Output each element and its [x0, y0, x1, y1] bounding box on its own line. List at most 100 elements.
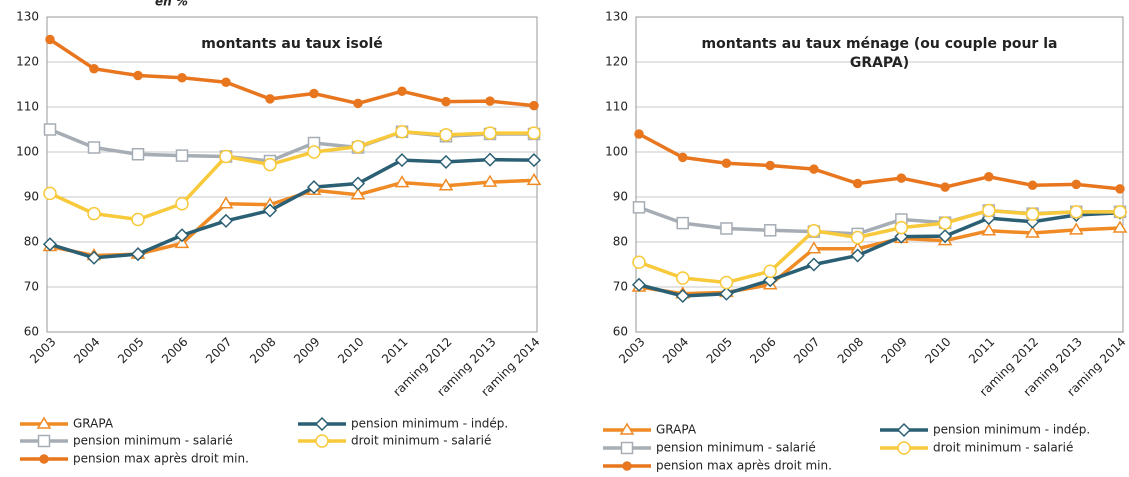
marker [37, 434, 51, 448]
marker [394, 153, 410, 168]
y-tick-label: 80 [24, 235, 39, 249]
marker [350, 187, 366, 200]
y-tick-label: 130 [16, 10, 39, 24]
marker [806, 241, 822, 254]
x-tick-label: 2009 [878, 335, 909, 366]
marker [1025, 207, 1040, 221]
marker [314, 416, 330, 432]
marker [262, 203, 278, 218]
marker [1069, 205, 1084, 219]
marker [632, 201, 646, 214]
marker [218, 196, 234, 209]
marker [441, 96, 451, 107]
x-tick-label: 2009 [291, 335, 322, 366]
marker [677, 152, 688, 163]
y-tick-label: 90 [613, 190, 628, 204]
x-tick-label: 2010 [922, 335, 953, 366]
x-tick-label: 2011 [966, 335, 997, 366]
y-tick-label: 110 [16, 100, 39, 114]
marker [809, 164, 819, 174]
marker [984, 172, 994, 182]
series-line [49, 129, 534, 222]
marker [306, 180, 322, 195]
marker [485, 96, 495, 106]
series-line [638, 132, 1121, 191]
x-tick-label: 2004 [71, 335, 102, 366]
plot-border [46, 16, 538, 333]
marker [631, 277, 647, 292]
marker [218, 213, 234, 228]
marker [940, 182, 950, 192]
marker [45, 34, 55, 45]
marker [39, 454, 49, 464]
legend-label: pension max après droit min. [73, 452, 249, 466]
marker [850, 248, 865, 263]
marker [807, 224, 821, 238]
marker [482, 152, 498, 167]
marker [675, 271, 690, 285]
marker [219, 149, 233, 164]
marker [175, 197, 189, 211]
marker [131, 212, 145, 227]
y-tick-label: 100 [605, 145, 628, 159]
legend-label: pension minimum - salarié [656, 441, 816, 455]
marker [938, 229, 953, 244]
legend-label: droit minimum - salarié [351, 434, 491, 448]
marker [133, 70, 143, 81]
marker [394, 175, 410, 188]
marker [1025, 225, 1040, 238]
marker [676, 216, 689, 230]
legend-label: pension minimum - salarié [73, 434, 233, 448]
legend-label: droit minimum - salarié [933, 441, 1073, 455]
marker [130, 247, 146, 262]
series-line [638, 211, 1121, 298]
y-tick-label: 60 [613, 325, 628, 339]
legend-label: GRAPA [73, 417, 114, 431]
y-tick-label: 130 [605, 10, 628, 24]
marker [806, 257, 821, 272]
x-tick-label: 2008 [247, 335, 278, 366]
x-tick-label: 2010 [335, 335, 366, 366]
marker [350, 176, 366, 191]
marker [938, 216, 952, 230]
marker [1068, 222, 1084, 235]
marker [131, 148, 145, 161]
marker [765, 160, 775, 171]
marker [982, 203, 996, 218]
legend-label: pension minimum - indép. [933, 423, 1090, 437]
marker [675, 288, 690, 304]
marker [438, 154, 454, 169]
marker [1027, 180, 1038, 191]
x-tick-label: 2007 [791, 335, 822, 366]
y-tick-label: 120 [605, 55, 628, 69]
marker [43, 186, 57, 201]
series-line [638, 226, 1121, 296]
marker [622, 461, 632, 471]
series-line [638, 208, 1120, 285]
x-tick-label: 2003 [616, 335, 647, 366]
x-tick-label: 2005 [115, 335, 146, 366]
x-tick-label: 2007 [203, 335, 234, 366]
marker [482, 174, 498, 187]
marker [89, 64, 99, 74]
marker [527, 126, 541, 140]
y-tick-label: 60 [24, 325, 39, 339]
marker [307, 145, 321, 159]
marker [720, 222, 733, 235]
marker [620, 441, 634, 455]
marker [87, 141, 101, 154]
chart-title: montants au taux ménage (ou couple pour … [702, 36, 1058, 52]
marker [1071, 179, 1082, 190]
legend-label: GRAPA [656, 423, 697, 437]
x-tick-label: 2006 [159, 335, 190, 366]
marker [526, 172, 542, 186]
marker [395, 125, 409, 139]
y-tick-label: 100 [16, 145, 39, 159]
marker [981, 223, 997, 236]
marker [351, 139, 365, 154]
legend-label: pension minimum - indép. [351, 417, 508, 431]
marker [174, 235, 190, 249]
marker [719, 275, 734, 290]
x-tick-label: 2004 [660, 335, 691, 366]
